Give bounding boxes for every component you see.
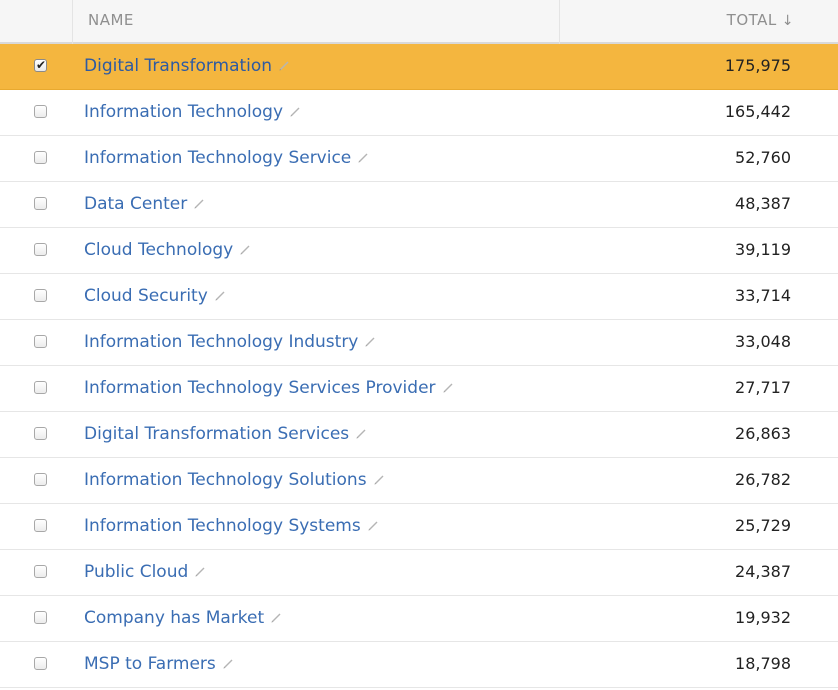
name-link[interactable]: Public Cloud <box>84 562 189 582</box>
pencil-icon[interactable] <box>239 243 251 255</box>
name-cell: Information Technology Industry <box>84 332 376 352</box>
name-link[interactable]: Information Technology Systems <box>84 516 361 536</box>
table-header: NAME TOTAL ↓ <box>0 0 838 44</box>
table-row[interactable]: Information Technology Service 52,760 <box>0 136 838 182</box>
total-value: 27,717 <box>735 378 791 397</box>
name-cell: MSP to Farmers <box>84 654 234 674</box>
name-link[interactable]: Information Technology Solutions <box>84 470 367 490</box>
total-value: 39,119 <box>735 240 791 259</box>
name-cell: Information Technology Service <box>84 148 369 168</box>
total-value: 52,760 <box>735 148 791 167</box>
total-value: 33,048 <box>735 332 791 351</box>
table-row[interactable]: Information Technology Services Provider… <box>0 366 838 412</box>
name-link[interactable]: Information Technology Service <box>84 148 352 168</box>
total-value: 26,863 <box>735 424 791 443</box>
table-row[interactable]: Information Technology Systems 25,729 <box>0 504 838 550</box>
name-link[interactable]: Digital Transformation Services <box>84 424 350 444</box>
row-checkbox[interactable] <box>34 289 47 302</box>
total-value: 26,782 <box>735 470 791 489</box>
name-cell: Information Technology Systems <box>84 516 379 536</box>
name-link[interactable]: Information Technology Services Provider <box>84 378 436 398</box>
pencil-icon[interactable] <box>222 657 234 669</box>
table-row[interactable]: Information Technology Industry 33,048 <box>0 320 838 366</box>
pencil-icon[interactable] <box>367 519 379 531</box>
table-row[interactable]: Cloud Security 33,714 <box>0 274 838 320</box>
name-cell: Digital Transformation Services <box>84 424 367 444</box>
pencil-icon[interactable] <box>214 289 226 301</box>
pencil-icon[interactable] <box>278 59 290 71</box>
name-cell: Data Center <box>84 194 205 214</box>
table-row[interactable]: MSP to Farmers 18,798 <box>0 642 838 688</box>
column-header-total-label: TOTAL <box>726 11 777 29</box>
name-cell: Digital Transformation <box>84 56 290 76</box>
pencil-icon[interactable] <box>289 105 301 117</box>
table-row[interactable]: Digital Transformation Services 26,863 <box>0 412 838 458</box>
total-value: 175,975 <box>724 56 791 75</box>
name-link[interactable]: Company has Market <box>84 608 265 628</box>
total-value: 165,442 <box>724 102 791 121</box>
table-body: ✔ Digital Transformation 175,975 Informatio… <box>0 44 838 688</box>
table-row[interactable]: Cloud Technology 39,119 <box>0 228 838 274</box>
row-checkbox[interactable] <box>34 519 47 532</box>
name-link[interactable]: Data Center <box>84 194 188 214</box>
name-cell: Information Technology Solutions <box>84 470 385 490</box>
row-checkbox[interactable] <box>34 197 47 210</box>
row-checkbox[interactable]: ✔ <box>34 58 47 72</box>
total-value: 48,387 <box>735 194 791 213</box>
row-checkbox[interactable] <box>34 151 47 164</box>
pencil-icon[interactable] <box>355 427 367 439</box>
name-cell: Information Technology Services Provider <box>84 378 454 398</box>
name-cell: Public Cloud <box>84 562 206 582</box>
table-row[interactable]: Data Center 48,387 <box>0 182 838 228</box>
row-checkbox[interactable] <box>34 611 47 624</box>
row-checkbox[interactable] <box>34 427 47 440</box>
pencil-icon[interactable] <box>194 565 206 577</box>
pencil-icon[interactable] <box>357 151 369 163</box>
header-divider <box>72 0 73 44</box>
name-link[interactable]: Information Technology Industry <box>84 332 359 352</box>
row-checkbox[interactable] <box>34 335 47 348</box>
name-cell: Company has Market <box>84 608 282 628</box>
row-checkbox[interactable] <box>34 565 47 578</box>
pencil-icon[interactable] <box>364 335 376 347</box>
name-link[interactable]: Cloud Technology <box>84 240 234 260</box>
column-header-name[interactable]: NAME <box>88 11 134 29</box>
table-row[interactable]: Public Cloud 24,387 <box>0 550 838 596</box>
name-cell: Cloud Technology <box>84 240 251 260</box>
row-checkbox[interactable] <box>34 243 47 256</box>
row-checkbox[interactable] <box>34 657 47 670</box>
checkmark-icon: ✔ <box>36 58 47 72</box>
total-value: 18,798 <box>735 654 791 673</box>
row-checkbox[interactable] <box>34 381 47 394</box>
total-value: 25,729 <box>735 516 791 535</box>
total-value: 24,387 <box>735 562 791 581</box>
table-row[interactable]: Company has Market 19,932 <box>0 596 838 642</box>
pencil-icon[interactable] <box>270 611 282 623</box>
row-checkbox[interactable] <box>34 105 47 118</box>
name-cell: Cloud Security <box>84 286 226 306</box>
name-link[interactable]: Digital Transformation <box>84 56 273 76</box>
pencil-icon[interactable] <box>193 197 205 209</box>
total-value: 19,932 <box>735 608 791 627</box>
pencil-icon[interactable] <box>373 473 385 485</box>
total-value: 33,714 <box>735 286 791 305</box>
name-link[interactable]: Cloud Security <box>84 286 208 306</box>
name-link[interactable]: MSP to Farmers <box>84 654 216 674</box>
pencil-icon[interactable] <box>442 381 454 393</box>
table-row[interactable]: Information Technology Solutions 26,782 <box>0 458 838 504</box>
column-header-total[interactable]: TOTAL ↓ <box>727 11 794 29</box>
row-checkbox[interactable] <box>34 473 47 486</box>
table-row[interactable]: Information Technology 165,442 <box>0 90 838 136</box>
table-row[interactable]: ✔ Digital Transformation 175,975 <box>0 44 838 90</box>
name-link[interactable]: Information Technology <box>84 102 284 122</box>
sort-descending-icon: ↓ <box>781 13 794 29</box>
name-cell: Information Technology <box>84 102 301 122</box>
header-divider <box>559 0 560 44</box>
